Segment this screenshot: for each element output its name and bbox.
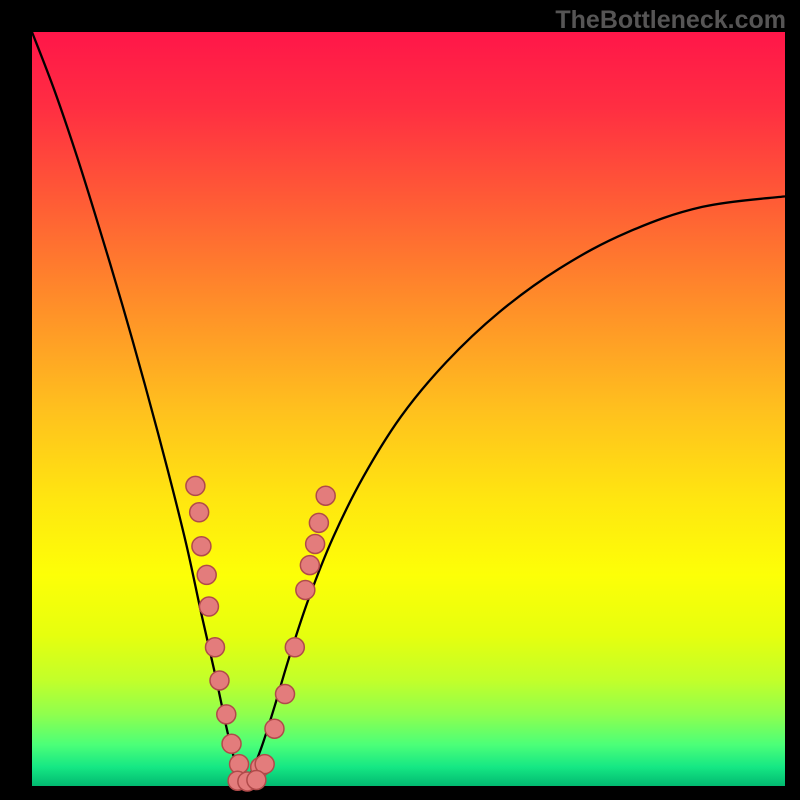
marker-left (217, 705, 236, 724)
marker-left (192, 537, 211, 556)
marker-right (309, 513, 328, 532)
marker-right (316, 486, 335, 505)
marker-left (197, 565, 216, 584)
chart-svg (0, 0, 800, 800)
marker-left (222, 734, 241, 753)
marker-right (306, 534, 325, 553)
marker-left (186, 476, 205, 495)
marker-left (210, 671, 229, 690)
chart-root (0, 0, 800, 800)
marker-right (285, 638, 304, 657)
marker-left (190, 503, 209, 522)
marker-right (276, 685, 295, 704)
gradient-background (32, 32, 785, 786)
watermark-text: TheBottleneck.com (555, 6, 786, 35)
marker-right (265, 719, 284, 738)
marker-left (205, 638, 224, 657)
marker-right (296, 580, 315, 599)
marker-left (199, 597, 218, 616)
marker-bottom (247, 770, 266, 789)
marker-right (300, 556, 319, 575)
